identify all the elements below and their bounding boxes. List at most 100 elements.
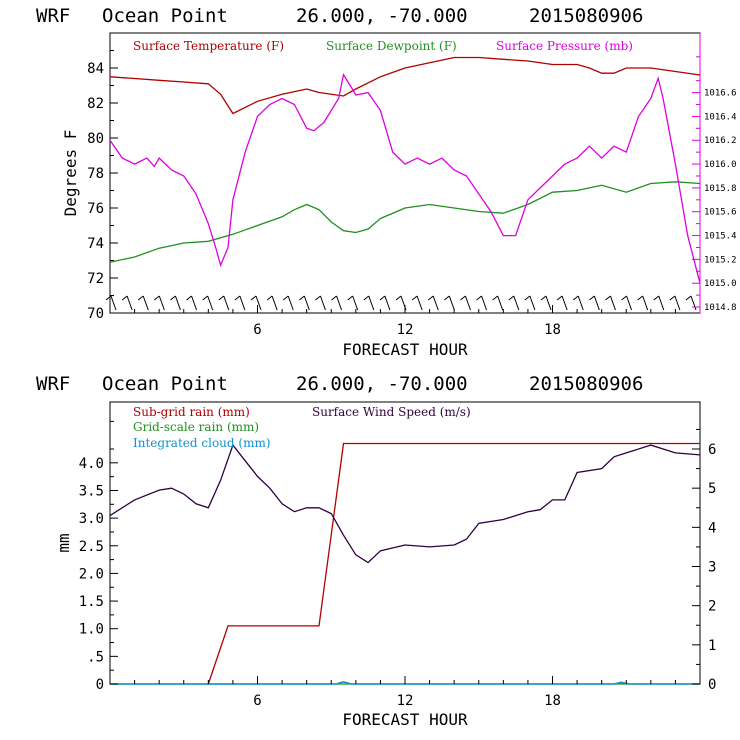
top-series-group — [109, 56, 701, 284]
temperature-dewpoint-pressure-chart: WRF Ocean Point 26.000, -70.000 20150809… — [36, 5, 737, 359]
wind-barb — [427, 295, 439, 311]
top-y2-tick-label: 1016.0 — [704, 160, 737, 170]
bottom-title-init-time: 2015080906 — [529, 373, 643, 395]
wind-barb — [540, 295, 552, 311]
top-y-tick-label: 70 — [87, 306, 104, 322]
bottom-y-tick-label: 1.0 — [79, 622, 104, 638]
bottom-x-tick-label: 18 — [544, 693, 561, 709]
bottom-title-location: Ocean Point — [102, 373, 228, 395]
top-y2-tick-label: 1015.2 — [704, 255, 737, 265]
wind-barb — [202, 295, 214, 311]
top-y2-tick-label: 1016.6 — [704, 89, 737, 99]
top-chart-legend: Surface Temperature (F) Surface Dewpoint… — [133, 39, 633, 53]
bottom-y-tick-label: 2.0 — [79, 566, 104, 582]
top-y2-tick-label: 1014.8 — [704, 303, 737, 313]
wind-barb — [347, 295, 359, 311]
surface-dewpoint-line — [109, 181, 701, 263]
wind-barb — [589, 295, 600, 311]
legend-grid-scale-rain: Grid-scale rain (mm) — [133, 420, 259, 434]
bottom-left-y-axis-ticks: 0 .5 1.0 1.5 2.0 2.5 3.0 3.5 4.0 — [79, 420, 118, 693]
wind-barb — [218, 295, 230, 311]
wind-barb — [315, 295, 326, 311]
top-y2-tick-label: 1015.0 — [704, 279, 737, 289]
bottom-x-tick-label: 12 — [397, 693, 414, 709]
top-right-y-axis-ticks: 1014.8 1015.0 1015.2 1015.4 1015.6 1015.8 1016… — [692, 56, 737, 313]
top-x-tick-label: 12 — [397, 322, 414, 338]
wind-barb — [379, 295, 391, 311]
top-y-tick-label: 76 — [87, 201, 104, 217]
top-title-coords: 26.000, -70.000 — [296, 5, 468, 27]
wind-barb — [508, 295, 520, 311]
bottom-y2-tick-label: 3 — [708, 560, 716, 576]
wind-barb — [186, 295, 198, 311]
bottom-y2-tick-label: 0 — [708, 677, 716, 693]
wind-barb — [669, 295, 681, 311]
wind-barb — [234, 295, 246, 311]
integrated-cloud-line — [110, 680, 700, 685]
top-x-tick-label: 6 — [253, 322, 261, 338]
surface-wind-speed-line — [109, 443, 701, 564]
sub-grid-rain-line — [207, 442, 700, 685]
top-wind-barbs — [105, 295, 697, 311]
bottom-chart-title: WRF Ocean Point 26.000, -70.000 20150809… — [36, 373, 643, 395]
bottom-title-coords: 26.000, -70.000 — [296, 373, 468, 395]
top-x-axis-ticks: 6 12 18 — [134, 305, 676, 338]
legend-sub-grid-rain: Sub-grid rain (mm) — [133, 405, 250, 419]
top-y-tick-label: 80 — [87, 131, 104, 147]
bottom-y-tick-label: .5 — [87, 649, 104, 665]
legend-surface-temperature: Surface Temperature (F) — [133, 39, 284, 53]
top-y-tick-label: 84 — [87, 61, 104, 77]
wind-barb — [411, 295, 423, 311]
top-chart-title: WRF Ocean Point 26.000, -70.000 20150809… — [36, 5, 643, 27]
wind-barb — [137, 295, 149, 311]
top-title-model: WRF — [36, 5, 70, 27]
wind-barb — [556, 295, 568, 311]
bottom-y-axis-label: mm — [54, 533, 73, 552]
wind-barb — [170, 295, 181, 311]
top-x-axis-label: FORECAST HOUR — [342, 340, 468, 359]
wind-barb — [572, 295, 584, 311]
wind-barb — [105, 295, 117, 311]
bottom-y-tick-label: 3.5 — [79, 483, 104, 499]
top-y-tick-label: 72 — [87, 271, 104, 287]
wind-barb — [444, 295, 455, 311]
surface-temperature-line — [109, 56, 701, 115]
bottom-y2-tick-label: 5 — [708, 481, 716, 497]
surface-pressure-line — [109, 72, 701, 284]
wind-barb — [460, 295, 471, 311]
top-title-init-time: 2015080906 — [529, 5, 643, 27]
wind-barb — [476, 295, 488, 311]
bottom-y-tick-label: 1.5 — [79, 594, 104, 610]
top-y-axis-label: Degrees F — [61, 130, 80, 217]
top-y-tick-label: 82 — [87, 96, 104, 112]
bottom-y2-tick-label: 4 — [708, 520, 716, 536]
wind-barb — [621, 295, 633, 311]
top-y2-tick-label: 1015.8 — [704, 184, 737, 194]
bottom-y2-tick-label: 1 — [708, 638, 716, 654]
wind-barb — [331, 295, 343, 311]
wind-barb — [605, 295, 616, 311]
top-x-tick-label: 18 — [544, 322, 561, 338]
bottom-y-tick-label: 4.0 — [79, 456, 104, 472]
legend-surface-wind-speed: Surface Wind Speed (m/s) — [312, 405, 471, 419]
legend-integrated-cloud: Integrated cloud (mm) — [133, 436, 271, 450]
bottom-x-axis-label: FORECAST HOUR — [342, 710, 468, 729]
top-left-y-axis-ticks: 70 72 74 76 78 80 82 84 — [87, 50, 118, 322]
wind-barb — [154, 295, 165, 311]
bottom-right-y-axis-ticks: 0 1 2 3 4 5 6 — [692, 428, 716, 693]
wind-barb — [282, 295, 294, 311]
wind-barb — [363, 295, 375, 311]
rain-cloud-wind-chart: WRF Ocean Point 26.000, -70.000 20150809… — [36, 373, 716, 729]
legend-surface-dewpoint: Surface Dewpoint (F) — [326, 39, 457, 53]
wind-barb — [250, 295, 262, 311]
wind-barb — [685, 295, 697, 311]
bottom-y-tick-label: 3.0 — [79, 511, 104, 527]
top-title-location: Ocean Point — [102, 5, 228, 27]
top-y2-tick-label: 1016.4 — [704, 112, 737, 122]
top-y2-tick-label: 1016.2 — [704, 136, 737, 146]
bottom-y2-tick-label: 6 — [708, 442, 716, 458]
wind-barb — [121, 295, 133, 311]
bottom-x-tick-label: 6 — [253, 693, 261, 709]
